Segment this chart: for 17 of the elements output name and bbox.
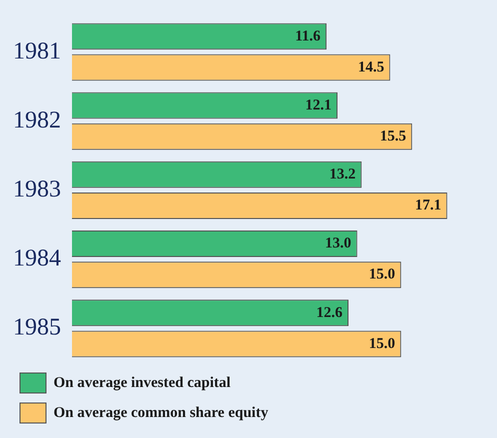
y-tick-label: 1981	[13, 38, 61, 64]
data-label: 13.0	[325, 236, 352, 252]
data-label: 15.0	[368, 336, 396, 352]
data-label: 12.1	[305, 97, 332, 114]
data-label: 15.5	[380, 128, 406, 145]
data-label: 12.6	[316, 304, 343, 321]
legend-label: On average common share equity	[54, 404, 269, 421]
y-tick-label: 1982	[13, 107, 61, 134]
data-label: 13.2	[329, 166, 356, 183]
legend-label: On average invested capital	[54, 374, 231, 391]
data-label: 17.1	[415, 198, 442, 214]
y-tick-label: 1984	[13, 246, 61, 272]
data-label: 15.0	[368, 266, 396, 283]
y-tick-label: 1983	[13, 176, 61, 202]
y-tick-label: 1985	[13, 314, 61, 341]
data-label: 11.6	[295, 28, 322, 44]
data-label: 14.5	[358, 59, 384, 76]
